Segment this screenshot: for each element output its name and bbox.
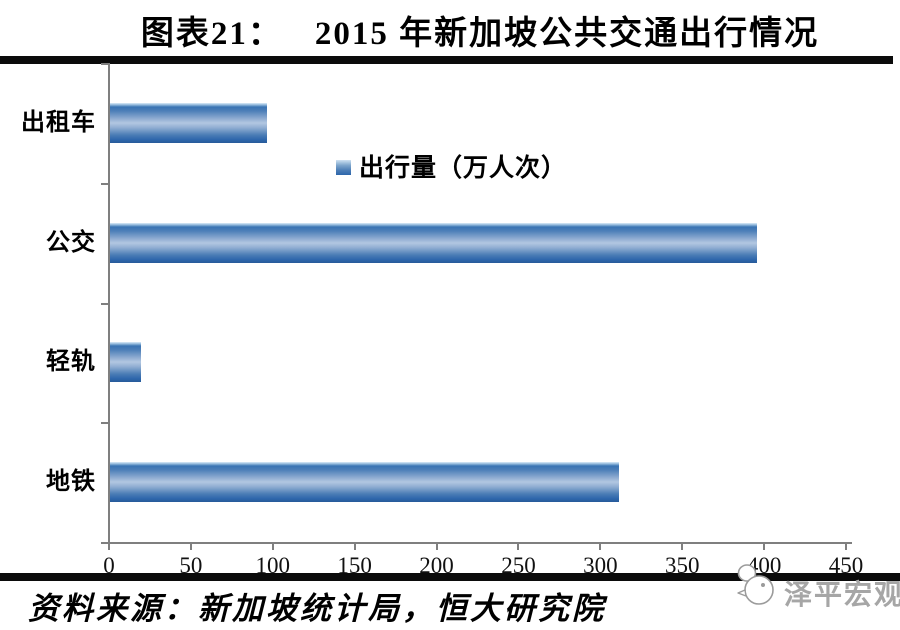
chart-title: 图表21： 2015 年新加坡公共交通出行情况: [60, 6, 900, 54]
bar-chart: 出行量（万人次） 0 50 100 150 200 250 300 350 400 450 出租车…: [0, 62, 900, 578]
legend-swatch: [336, 160, 351, 175]
title-divider: [0, 56, 893, 64]
bar-轻轨: [110, 342, 142, 383]
legend-label: 出行量（万人次）: [359, 155, 568, 182]
bar-地铁: [110, 462, 620, 503]
bar-出租车: [110, 102, 268, 143]
y-axis-tick: [101, 63, 108, 65]
y-axis-tick: [101, 542, 108, 544]
category-label: 出租车: [21, 109, 96, 136]
x-axis-tick: [435, 544, 438, 550]
x-axis-tick: [353, 544, 356, 550]
category-label: 公交: [46, 229, 96, 256]
y-axis-tick: [101, 302, 108, 305]
category-label: 轻轨: [46, 349, 96, 376]
x-axis-tick: [845, 544, 847, 550]
x-tick-label: 0: [103, 553, 115, 578]
chart-legend: 出行量（万人次）: [336, 148, 567, 184]
y-axis-tick: [101, 422, 108, 425]
source-note: 资料来源：新加坡统计局，恒大研究院: [28, 591, 606, 626]
footer-divider: [0, 573, 900, 581]
x-axis-tick: [108, 544, 110, 550]
x-axis-line: [108, 542, 852, 544]
y-axis-tick: [101, 182, 108, 185]
x-axis-tick: [271, 544, 274, 550]
plot-area: 0 50 100 150 200 250 300 350 400 450: [101, 63, 863, 578]
watermark: 泽平宏观: [732, 562, 900, 613]
x-axis-tick: [517, 544, 520, 550]
x-axis-tick: [763, 544, 766, 550]
x-axis-tick: [189, 544, 192, 550]
watermark-text: 泽平宏观: [784, 580, 900, 611]
bar-公交: [110, 222, 757, 263]
chart-title-label: 图表21：: [140, 16, 283, 52]
x-tick-label: 50: [179, 553, 203, 578]
x-axis-tick: [599, 544, 602, 550]
chick-logo-icon: [737, 564, 774, 605]
category-label: 地铁: [46, 469, 96, 496]
y-axis-line: [108, 63, 110, 544]
chart-title-text: 2015 年新加坡公共交通出行情况: [314, 16, 820, 52]
x-axis-tick: [681, 544, 684, 550]
